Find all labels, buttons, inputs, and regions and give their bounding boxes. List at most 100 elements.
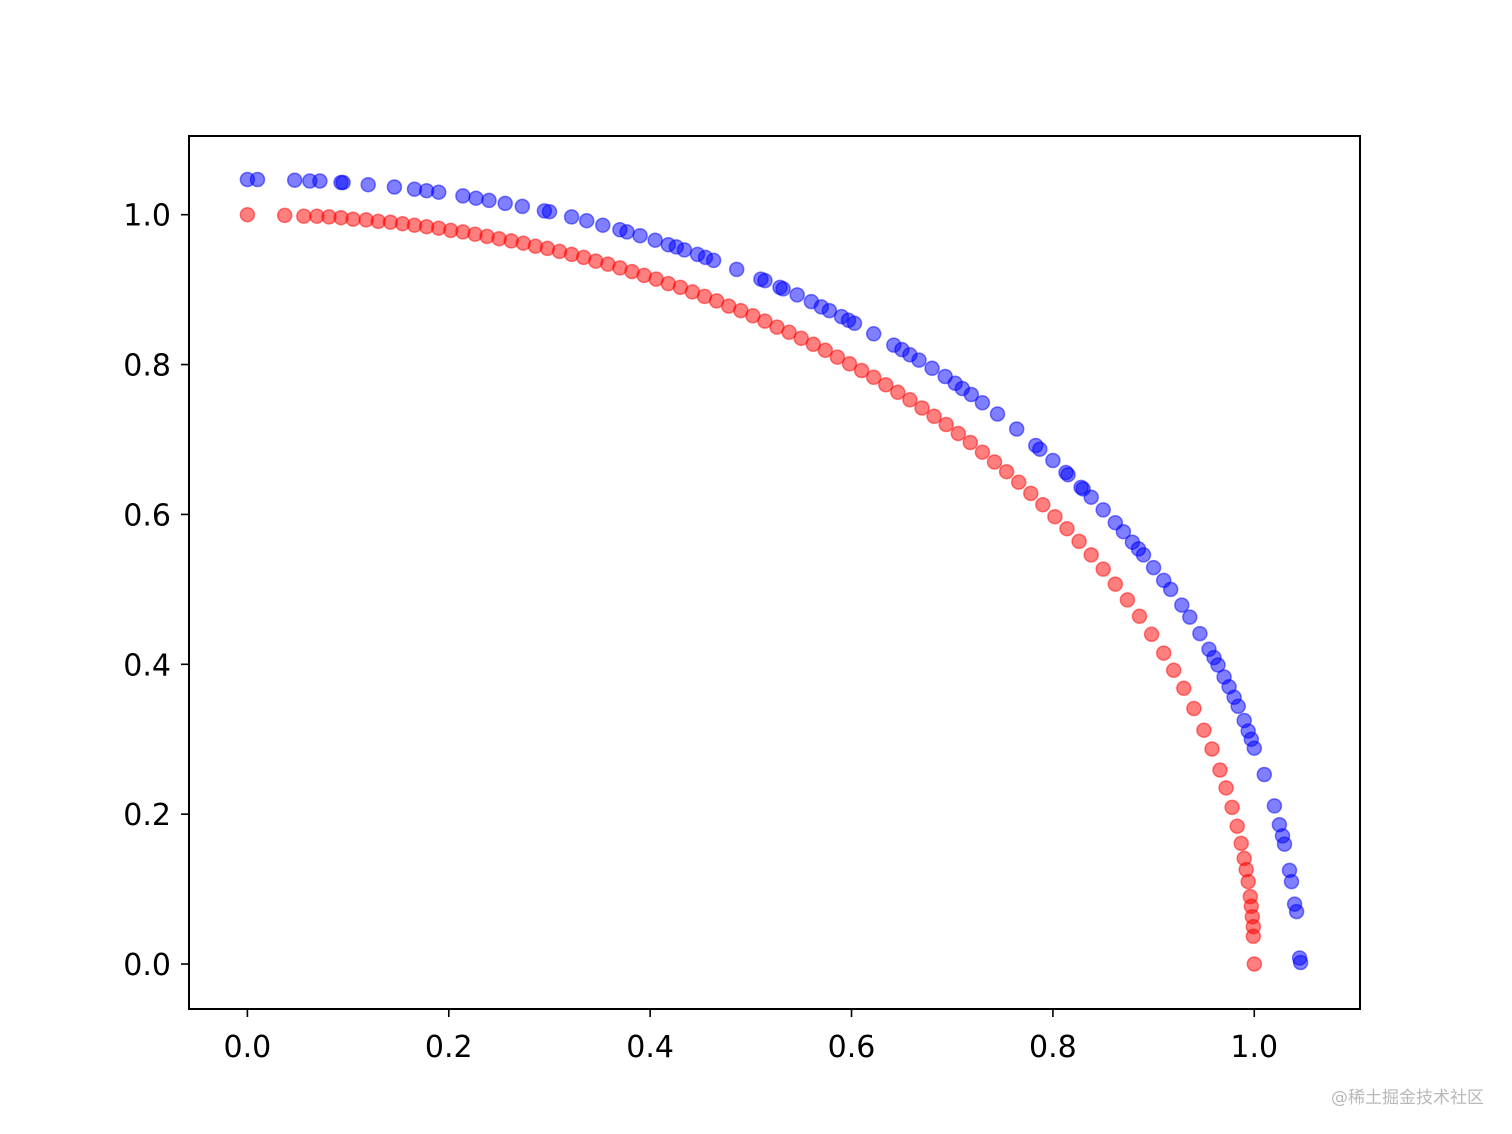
watermark: @稀土掘金技术社区: [1331, 1088, 1484, 1108]
data-point: [1246, 740, 1263, 756]
data-point: [296, 208, 312, 224]
data-point: [911, 352, 927, 368]
x-tick-label: 0.0: [224, 1030, 272, 1065]
data-point: [1240, 873, 1256, 890]
y-tick-label: 0.6: [123, 498, 171, 533]
data-point: [728, 261, 745, 278]
y-tick-label: 0.0: [123, 948, 171, 983]
data-point: [1246, 956, 1263, 972]
data-point: [312, 173, 328, 189]
data-point: [335, 174, 351, 191]
y-tick-label: 1.0: [123, 199, 171, 234]
data-point: [1288, 903, 1305, 920]
x-tick-label: 0.6: [828, 1030, 876, 1065]
data-point: [386, 179, 403, 195]
data-point: [890, 384, 906, 401]
data-point: [360, 176, 376, 193]
data-point: [914, 400, 930, 416]
data-point: [1071, 533, 1087, 550]
plot-frame: [188, 135, 1361, 1010]
data-point: [1182, 609, 1198, 625]
data-point: [938, 416, 954, 433]
data-point: [1032, 441, 1048, 457]
data-point: [1047, 508, 1063, 525]
x-axis: 0.0 0.2 0.4 0.6 0.8 1.0: [224, 1009, 1278, 1065]
data-point: [1176, 680, 1192, 697]
data-point: [514, 198, 531, 215]
data-point: [1045, 452, 1061, 469]
data-point: [1010, 474, 1027, 490]
data-point: [805, 336, 822, 353]
data-point: [817, 342, 834, 359]
data-point: [926, 408, 942, 425]
data-point: [1095, 502, 1111, 518]
data-point: [1131, 608, 1148, 625]
data-point: [1283, 873, 1300, 890]
data-point: [829, 349, 846, 365]
x-tick-label: 0.8: [1029, 1030, 1077, 1065]
data-point: [1155, 645, 1172, 661]
y-axis: 0.0 0.2 0.4 0.6 0.8 1.0: [123, 199, 189, 983]
data-point: [1083, 489, 1099, 505]
data-point: [468, 190, 484, 206]
data-point: [239, 206, 256, 223]
data-point: [455, 188, 471, 204]
x-tick-label: 0.2: [425, 1030, 473, 1065]
data-point: [541, 203, 558, 220]
data-point: [249, 171, 266, 188]
data-point: [1192, 625, 1208, 642]
data-point: [1008, 421, 1025, 437]
data-point: [974, 444, 991, 460]
data-point: [647, 232, 663, 248]
data-point: [430, 184, 447, 200]
data-point: [1174, 597, 1190, 613]
data-point: [1143, 626, 1160, 643]
data-point: [865, 369, 882, 386]
data-point: [1212, 762, 1228, 778]
data-point: [853, 362, 870, 379]
data-point: [1035, 496, 1051, 513]
data-point: [1059, 520, 1075, 537]
data-point: [286, 172, 303, 188]
data-point: [276, 207, 293, 224]
data-point: [1245, 928, 1262, 945]
data-point: [950, 425, 967, 442]
data-point: [924, 360, 940, 377]
data-point: [1230, 698, 1246, 715]
data-point: [563, 209, 580, 225]
data-point: [793, 330, 809, 347]
data-point: [998, 463, 1015, 480]
data-point: [1165, 662, 1182, 679]
data-point: [1210, 657, 1226, 673]
data-point: [775, 281, 791, 297]
data-point: [846, 315, 863, 332]
data-point: [989, 406, 1006, 422]
data-point: [1023, 485, 1039, 502]
data-point: [1162, 581, 1179, 598]
data-point: [865, 326, 882, 342]
y-tick-label: 0.2: [123, 798, 171, 833]
data-point: [1060, 466, 1076, 483]
points-layer: [239, 171, 1309, 972]
data-point: [757, 313, 773, 329]
data-point: [632, 227, 648, 244]
data-point: [789, 287, 805, 303]
data-point: [578, 212, 595, 229]
data-point: [481, 192, 497, 209]
data-point: [1233, 835, 1249, 852]
x-tick-label: 1.0: [1230, 1030, 1278, 1065]
data-point: [1083, 547, 1099, 563]
series-1: [239, 171, 1309, 971]
data-point: [1292, 954, 1309, 971]
data-point: [497, 195, 513, 212]
y-tick-label: 0.4: [123, 648, 171, 683]
data-point: [1266, 798, 1283, 814]
data-point: [1196, 722, 1212, 738]
data-point: [1224, 799, 1240, 816]
data-point: [841, 356, 858, 372]
data-point: [986, 454, 1003, 470]
data-point: [902, 392, 918, 408]
data-point: [705, 252, 722, 269]
